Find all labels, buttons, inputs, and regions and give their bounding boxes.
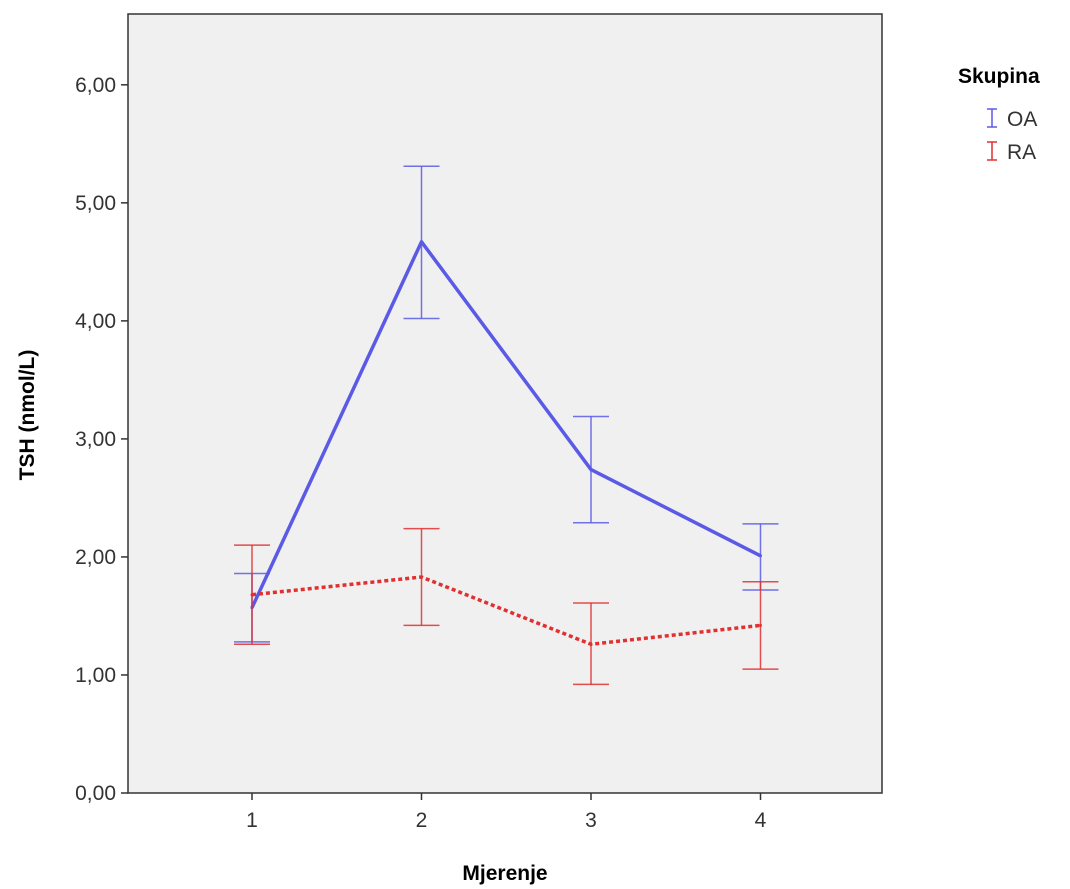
y-tick-label: 3,00 — [75, 428, 116, 451]
series-layer — [234, 165, 779, 686]
x-axis: 1 2 3 4 — [246, 793, 767, 832]
series-line — [251, 575, 761, 647]
y-axis-title: TSH (nmol/L) — [16, 350, 39, 481]
legend: Skupina OA RA — [958, 65, 1040, 164]
plot-area — [127, 13, 883, 794]
data-point — [759, 554, 762, 558]
y-tick-label: 6,00 — [75, 74, 116, 97]
legend-title: Skupina — [958, 65, 1040, 88]
legend-item-ra: RA — [987, 141, 1036, 164]
x-tick-label: 4 — [755, 809, 767, 832]
y-tick-label: 1,00 — [75, 664, 116, 687]
legend-item-oa: OA — [987, 108, 1037, 131]
y-tick-label: 2,00 — [75, 546, 116, 569]
legend-label: RA — [1007, 141, 1036, 164]
data-point — [589, 468, 593, 472]
data-point — [759, 623, 762, 627]
x-tick-label: 1 — [246, 809, 258, 832]
legend-label: OA — [1007, 108, 1037, 131]
y-tick-label: 4,00 — [75, 310, 116, 333]
series-ra — [234, 527, 779, 686]
data-point — [420, 575, 423, 579]
series-line — [250, 240, 762, 609]
data-point — [250, 593, 254, 597]
legend-items: OA RA — [987, 108, 1037, 164]
x-axis-title: Mjerenje — [462, 862, 547, 885]
data-point — [420, 240, 423, 244]
y-axis: 0,00 1,00 2,00 3,00 4,00 5,00 6,00 — [75, 74, 128, 805]
y-tick-label: 0,00 — [75, 782, 116, 805]
data-point — [589, 642, 593, 646]
y-tick-label: 5,00 — [75, 192, 116, 215]
x-tick-label: 3 — [585, 809, 597, 832]
x-tick-label: 2 — [416, 809, 428, 832]
